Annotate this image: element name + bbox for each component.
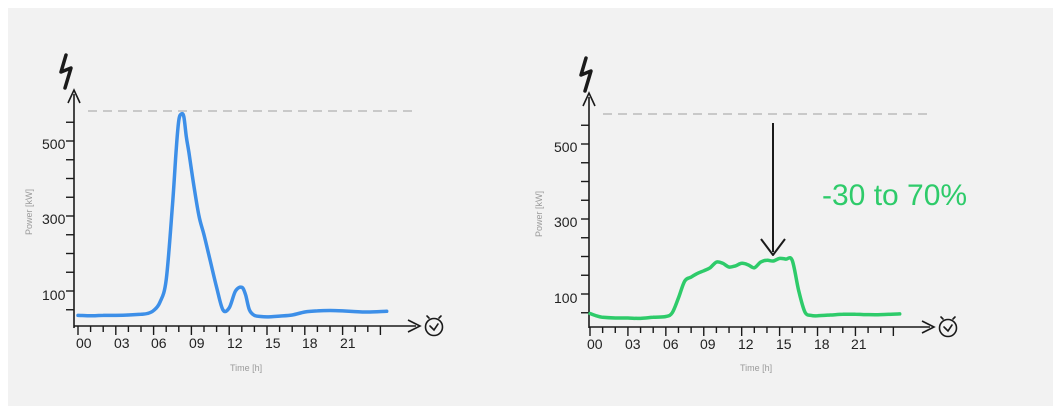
right-y-tick-label-500: 500 [554,139,578,155]
right-x-axis-arrow [921,320,936,334]
right-y-tick-label-300: 300 [554,214,578,230]
right-clock-icon [938,316,958,338]
left-y-tick-label-300: 300 [42,211,66,227]
right-chart: 500 300 100 00 03 06 09 12 15 18 21 Powe… [534,56,967,373]
left-x-tick-label-21: 21 [340,335,356,351]
right-x-tick-label-21: 21 [851,336,867,352]
left-clock-icon [424,315,444,337]
left-y-ticks [66,121,74,311]
left-y-axis-arrow [67,88,81,104]
right-x-tick-label-18: 18 [814,336,830,352]
left-chart: 500 300 100 00 03 06 09 12 15 18 21 Powe… [24,53,444,373]
left-y-tick-label-100: 100 [42,287,66,303]
right-x-axis-title: Time [h] [740,363,772,373]
chart-svg: 500 300 100 00 03 06 09 12 15 18 21 Powe… [24,53,967,373]
right-y-ticks [581,124,589,314]
right-x-tick-label-12: 12 [738,336,754,352]
left-x-tick-label-18: 18 [302,335,318,351]
left-x-tick-label-15: 15 [265,335,281,351]
right-lightning-bolt-icon [579,56,593,93]
reduction-annotation: -30 to 70% [822,179,967,212]
left-y-tick-label-500: 500 [42,136,66,152]
left-x-tick-label-09: 09 [189,335,205,351]
reduction-arrow [760,123,786,256]
left-x-tick-label-06: 06 [151,335,167,351]
right-x-tick-label-03: 03 [625,336,641,352]
right-x-tick-label-09: 09 [700,336,716,352]
left-series-line [76,111,389,319]
right-x-tick-label-15: 15 [776,336,792,352]
left-x-tick-label-00: 00 [76,335,92,351]
right-series-line [588,255,902,321]
chart-canvas: 500 300 100 00 03 06 09 12 15 18 21 Powe… [8,8,1053,406]
left-x-axis-arrow [407,319,422,333]
right-x-tick-label-06: 06 [663,336,679,352]
left-lightning-bolt-icon [59,53,73,90]
left-x-tick-label-03: 03 [114,335,130,351]
right-x-tick-label-00: 00 [587,336,603,352]
right-y-axis-title: Power [kW] [534,191,544,237]
right-y-tick-label-100: 100 [554,290,578,306]
right-x-ticks [589,327,895,336]
left-y-axis-title: Power [kW] [24,189,34,235]
right-y-axis-arrow [582,91,596,107]
left-x-tick-label-12: 12 [227,335,243,351]
left-x-axis-title: Time [h] [230,363,262,373]
left-x-ticks [77,326,382,335]
